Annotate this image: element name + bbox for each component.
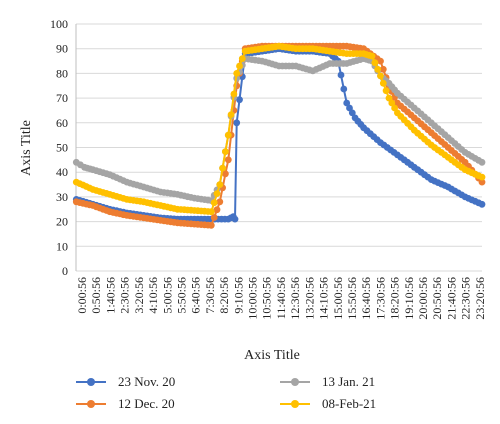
x-tick-label: 4:10:56 [146, 277, 160, 314]
data-point [213, 206, 221, 214]
x-tick-label: 11:40:56 [274, 277, 288, 319]
x-tick-label: 12:30:56 [288, 277, 302, 320]
x-tick-label: 1:40:56 [103, 277, 117, 314]
data-point [233, 70, 241, 77]
data-point [207, 208, 215, 216]
x-tick-label: 0:50:56 [89, 277, 103, 314]
x-tick-label: 22:30:56 [459, 277, 473, 320]
x-tick-label: 17:30:56 [373, 277, 387, 320]
x-tick-label: 6:40:56 [189, 277, 203, 314]
x-tick-label: 2:30:56 [118, 277, 132, 314]
series-2 [72, 55, 486, 205]
x-tick-label: 9:10:56 [231, 277, 245, 314]
x-tick-label: 5:50:56 [174, 277, 188, 314]
x-tick-label: 21:40:56 [444, 277, 458, 320]
y-tick-label: 70 [56, 91, 68, 105]
series-3 [72, 42, 486, 216]
y-tick-label: 30 [56, 190, 68, 204]
data-point [216, 198, 224, 206]
data-point [222, 170, 229, 178]
data-point [478, 178, 486, 186]
y-tick-label: 60 [56, 116, 68, 130]
x-tick-label: 23:20:56 [473, 277, 487, 320]
x-tick-label: 18:20:56 [388, 277, 402, 320]
data-point [236, 96, 243, 104]
x-axis-title: Axis Title [244, 348, 300, 363]
axes: 0 10 20 30 40 50 60 70 80 90 100 0:00:56 0:50:56 1:40… [50, 17, 487, 320]
legend-item: 12 Dec. 20 [76, 396, 175, 411]
legend-item: 13 Jan. 21 [280, 374, 375, 389]
y-tick-label: 20 [56, 215, 68, 229]
x-tick-label: 20:00:56 [416, 277, 430, 320]
y-tick-label: 10 [56, 239, 68, 253]
x-tick-label: 15:00:56 [331, 277, 345, 320]
data-point [382, 87, 390, 95]
legend-item: 23 Nov. 20 [76, 374, 175, 389]
data-point [368, 52, 376, 60]
data-point [219, 164, 227, 172]
data-point [230, 90, 238, 98]
x-tick-label: 13:20:56 [302, 277, 316, 320]
data-point [478, 173, 486, 181]
x-tick-label: 16:40:56 [359, 277, 373, 320]
x-tick-label: 19:10:56 [402, 277, 416, 320]
legend-marker [87, 400, 95, 408]
data-point [222, 148, 229, 156]
data-point [377, 72, 384, 80]
data-point [340, 85, 348, 93]
data-point [213, 190, 221, 198]
y-axis-title: Axis Title [19, 120, 34, 176]
y-tick-label: 90 [56, 42, 68, 56]
data-point [210, 199, 218, 207]
legend-label: 23 Nov. 20 [118, 374, 175, 389]
x-tick-label: 10:00:56 [246, 277, 260, 320]
data-point [210, 214, 218, 221]
data-point [231, 215, 239, 223]
data-point [224, 156, 232, 164]
legend-marker [291, 378, 299, 386]
series-layer [72, 42, 486, 229]
data-point [224, 131, 232, 139]
x-tick-label: 8:20:56 [217, 277, 231, 314]
x-tick-label: 20:50:56 [430, 277, 444, 320]
x-tick-label: 7:30:56 [203, 277, 217, 314]
x-tick-label: 3:20:56 [132, 277, 146, 314]
y-tick-label: 100 [50, 17, 68, 31]
y-tick-label: 0 [62, 264, 68, 278]
data-point [379, 79, 387, 87]
x-tick-label: 0:00:56 [75, 277, 89, 314]
legend: 23 Nov. 20 12 Dec. 20 13 Jan. 21 08-Feb-21 [76, 374, 376, 411]
data-point [236, 62, 243, 70]
data-point [478, 158, 486, 166]
legend-label: 08-Feb-21 [322, 396, 376, 411]
x-tick-label: 5:00:56 [160, 277, 174, 314]
data-point [216, 181, 224, 189]
data-point [478, 200, 486, 208]
data-point [343, 99, 351, 107]
legend-marker [291, 400, 299, 408]
data-point [348, 109, 356, 117]
data-point [374, 65, 382, 73]
data-point [337, 71, 345, 79]
legend-label: 13 Jan. 21 [322, 374, 375, 389]
x-tick-label: 15:50:56 [345, 277, 359, 320]
legend-label: 12 Dec. 20 [118, 396, 175, 411]
data-point [207, 221, 215, 229]
y-tick-label: 80 [56, 66, 68, 80]
data-point [379, 65, 387, 73]
legend-item: 08-Feb-21 [280, 396, 376, 411]
data-point [377, 57, 384, 65]
y-tick-label: 40 [56, 165, 68, 179]
data-point [388, 99, 396, 107]
data-point [233, 119, 241, 127]
y-tick-label: 50 [56, 141, 68, 155]
x-tick-label: 14:10:56 [317, 277, 331, 320]
data-point [238, 55, 246, 62]
data-point [227, 111, 235, 118]
x-tick-label: 10:50:56 [260, 277, 274, 320]
legend-marker [87, 378, 95, 386]
data-point [371, 59, 379, 67]
